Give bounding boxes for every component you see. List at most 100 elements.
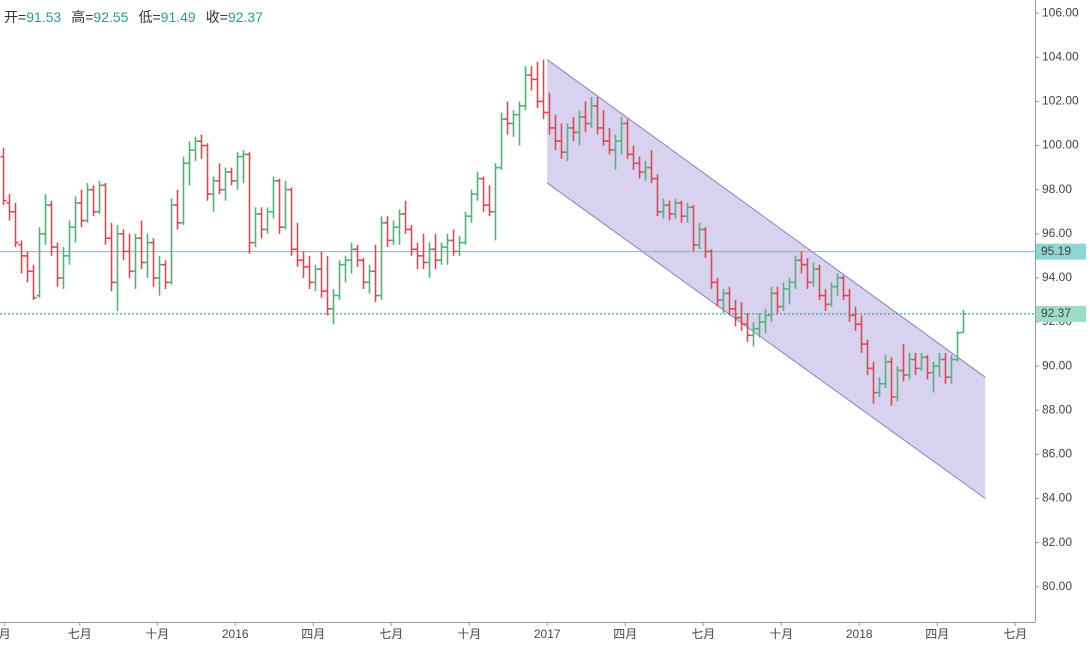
ohlc-bar bbox=[312, 264, 319, 292]
ohlc-bar bbox=[708, 249, 715, 289]
x-tick-label: 七月 bbox=[68, 627, 92, 641]
ohlc-bar bbox=[858, 315, 865, 353]
ohlc-bar bbox=[228, 167, 235, 186]
ohlc-bar bbox=[600, 110, 607, 146]
ohlc-bar bbox=[168, 198, 175, 285]
ohlc-bar bbox=[288, 187, 295, 256]
ohlc-bar bbox=[36, 227, 43, 298]
ohlc-bar bbox=[402, 200, 409, 234]
ohlc-bar bbox=[150, 238, 157, 287]
ohlc-bar bbox=[348, 242, 355, 274]
ohlc-bar bbox=[336, 260, 343, 300]
ohlc-bar bbox=[102, 183, 109, 245]
ohlc-bar bbox=[738, 302, 745, 331]
ohlc-bar bbox=[912, 352, 919, 375]
ohlc-bar bbox=[564, 123, 571, 162]
ohlc-bar bbox=[492, 163, 499, 241]
ohlc-bar bbox=[276, 178, 283, 234]
ohlc-bar bbox=[846, 288, 853, 323]
ohlc-bar bbox=[678, 200, 685, 223]
ohlc-bar bbox=[162, 260, 169, 289]
ohlc-bar bbox=[504, 101, 511, 135]
y-tick-label: 82.00 bbox=[1042, 535, 1072, 549]
ohlc-bar bbox=[852, 306, 859, 331]
ohlc-bar bbox=[60, 247, 67, 289]
channel-lower bbox=[546, 182, 986, 499]
ohlc-bar bbox=[6, 194, 13, 221]
y-tick-label: 84.00 bbox=[1042, 491, 1072, 505]
x-tick-label: 七月 bbox=[1003, 627, 1027, 641]
ohlc-bar bbox=[222, 167, 229, 201]
ohlc-bar bbox=[720, 288, 727, 314]
level-layer bbox=[0, 251, 1035, 315]
header-label: 低= bbox=[138, 9, 160, 25]
ohlc-bar bbox=[174, 189, 181, 230]
y-tick-label: 86.00 bbox=[1042, 447, 1072, 461]
header-value: 91.49 bbox=[161, 9, 196, 25]
ohlc-bar bbox=[234, 152, 241, 190]
ohlc-bar bbox=[468, 189, 475, 223]
x-tick-label: 四月 bbox=[613, 627, 637, 641]
header-value: 92.55 bbox=[93, 9, 128, 25]
ohlc-bar bbox=[438, 242, 445, 265]
ohlc-bar bbox=[366, 264, 373, 294]
x-tick-label: 十月 bbox=[145, 627, 169, 641]
ohlc-bar bbox=[684, 202, 691, 223]
y-tick-label: 106.00 bbox=[1042, 5, 1079, 19]
ohlc-bar bbox=[210, 176, 217, 212]
ohlc-bar bbox=[660, 198, 667, 219]
ohlc-bar bbox=[618, 116, 625, 155]
ohlc-bar bbox=[306, 255, 313, 289]
ohlc-bar bbox=[264, 207, 271, 234]
ohlc-bar bbox=[90, 185, 97, 217]
ohlc-bar bbox=[18, 240, 25, 274]
ohlc-bar bbox=[78, 189, 85, 228]
ohlc-bar bbox=[636, 156, 643, 179]
ohlc-bar bbox=[798, 251, 805, 274]
ohlc-bar bbox=[282, 180, 289, 230]
ohlc-bar bbox=[948, 355, 955, 384]
ohlc-bar bbox=[810, 262, 817, 287]
ohlc-bar bbox=[936, 352, 943, 378]
ohlc-bar bbox=[888, 357, 895, 406]
ohlc-bar bbox=[918, 352, 925, 371]
ohlc-bar bbox=[576, 110, 583, 146]
y-tick-label: 96.00 bbox=[1042, 226, 1072, 240]
ohlc-bar bbox=[822, 288, 829, 311]
ohlc-bar bbox=[510, 110, 517, 137]
level-label: 92.37 bbox=[1041, 306, 1071, 320]
ohlc-bar bbox=[420, 233, 427, 270]
level-badge bbox=[1036, 243, 1086, 260]
ohlc-bar bbox=[54, 242, 61, 287]
ohlc-bar bbox=[648, 149, 655, 184]
ohlc-bar bbox=[744, 313, 751, 342]
ohlc-bar bbox=[702, 227, 709, 259]
ohlc-bar bbox=[786, 277, 793, 305]
ohlc-bar bbox=[894, 366, 901, 402]
ohlc-bar bbox=[816, 264, 823, 300]
header-label: 收= bbox=[206, 9, 228, 25]
ohlc-bar bbox=[654, 174, 661, 217]
ohlc-bar bbox=[396, 209, 403, 245]
y-tick-label: 88.00 bbox=[1042, 402, 1072, 416]
ohlc-bar bbox=[534, 61, 541, 109]
ohlc-bar bbox=[756, 313, 763, 338]
level-label: 95.19 bbox=[1041, 244, 1071, 258]
x-tick-label: 月 bbox=[0, 627, 11, 641]
ohlc-bar bbox=[96, 180, 103, 214]
ohlc-bar bbox=[870, 361, 877, 404]
ohlc-bar bbox=[486, 185, 493, 217]
ohlc-bar bbox=[72, 196, 79, 243]
ohlc-bar bbox=[180, 156, 187, 225]
ohlc-bar bbox=[480, 176, 487, 212]
ohlc-bar bbox=[570, 116, 577, 142]
ohlc-bar bbox=[240, 149, 247, 184]
ohlc-bar bbox=[252, 207, 259, 248]
ohlc-bar bbox=[840, 275, 847, 300]
ohlc-bar bbox=[588, 97, 595, 128]
x-tick-label: 四月 bbox=[301, 627, 325, 641]
ohlc-bar bbox=[582, 101, 589, 133]
header-label: 高= bbox=[71, 9, 93, 25]
